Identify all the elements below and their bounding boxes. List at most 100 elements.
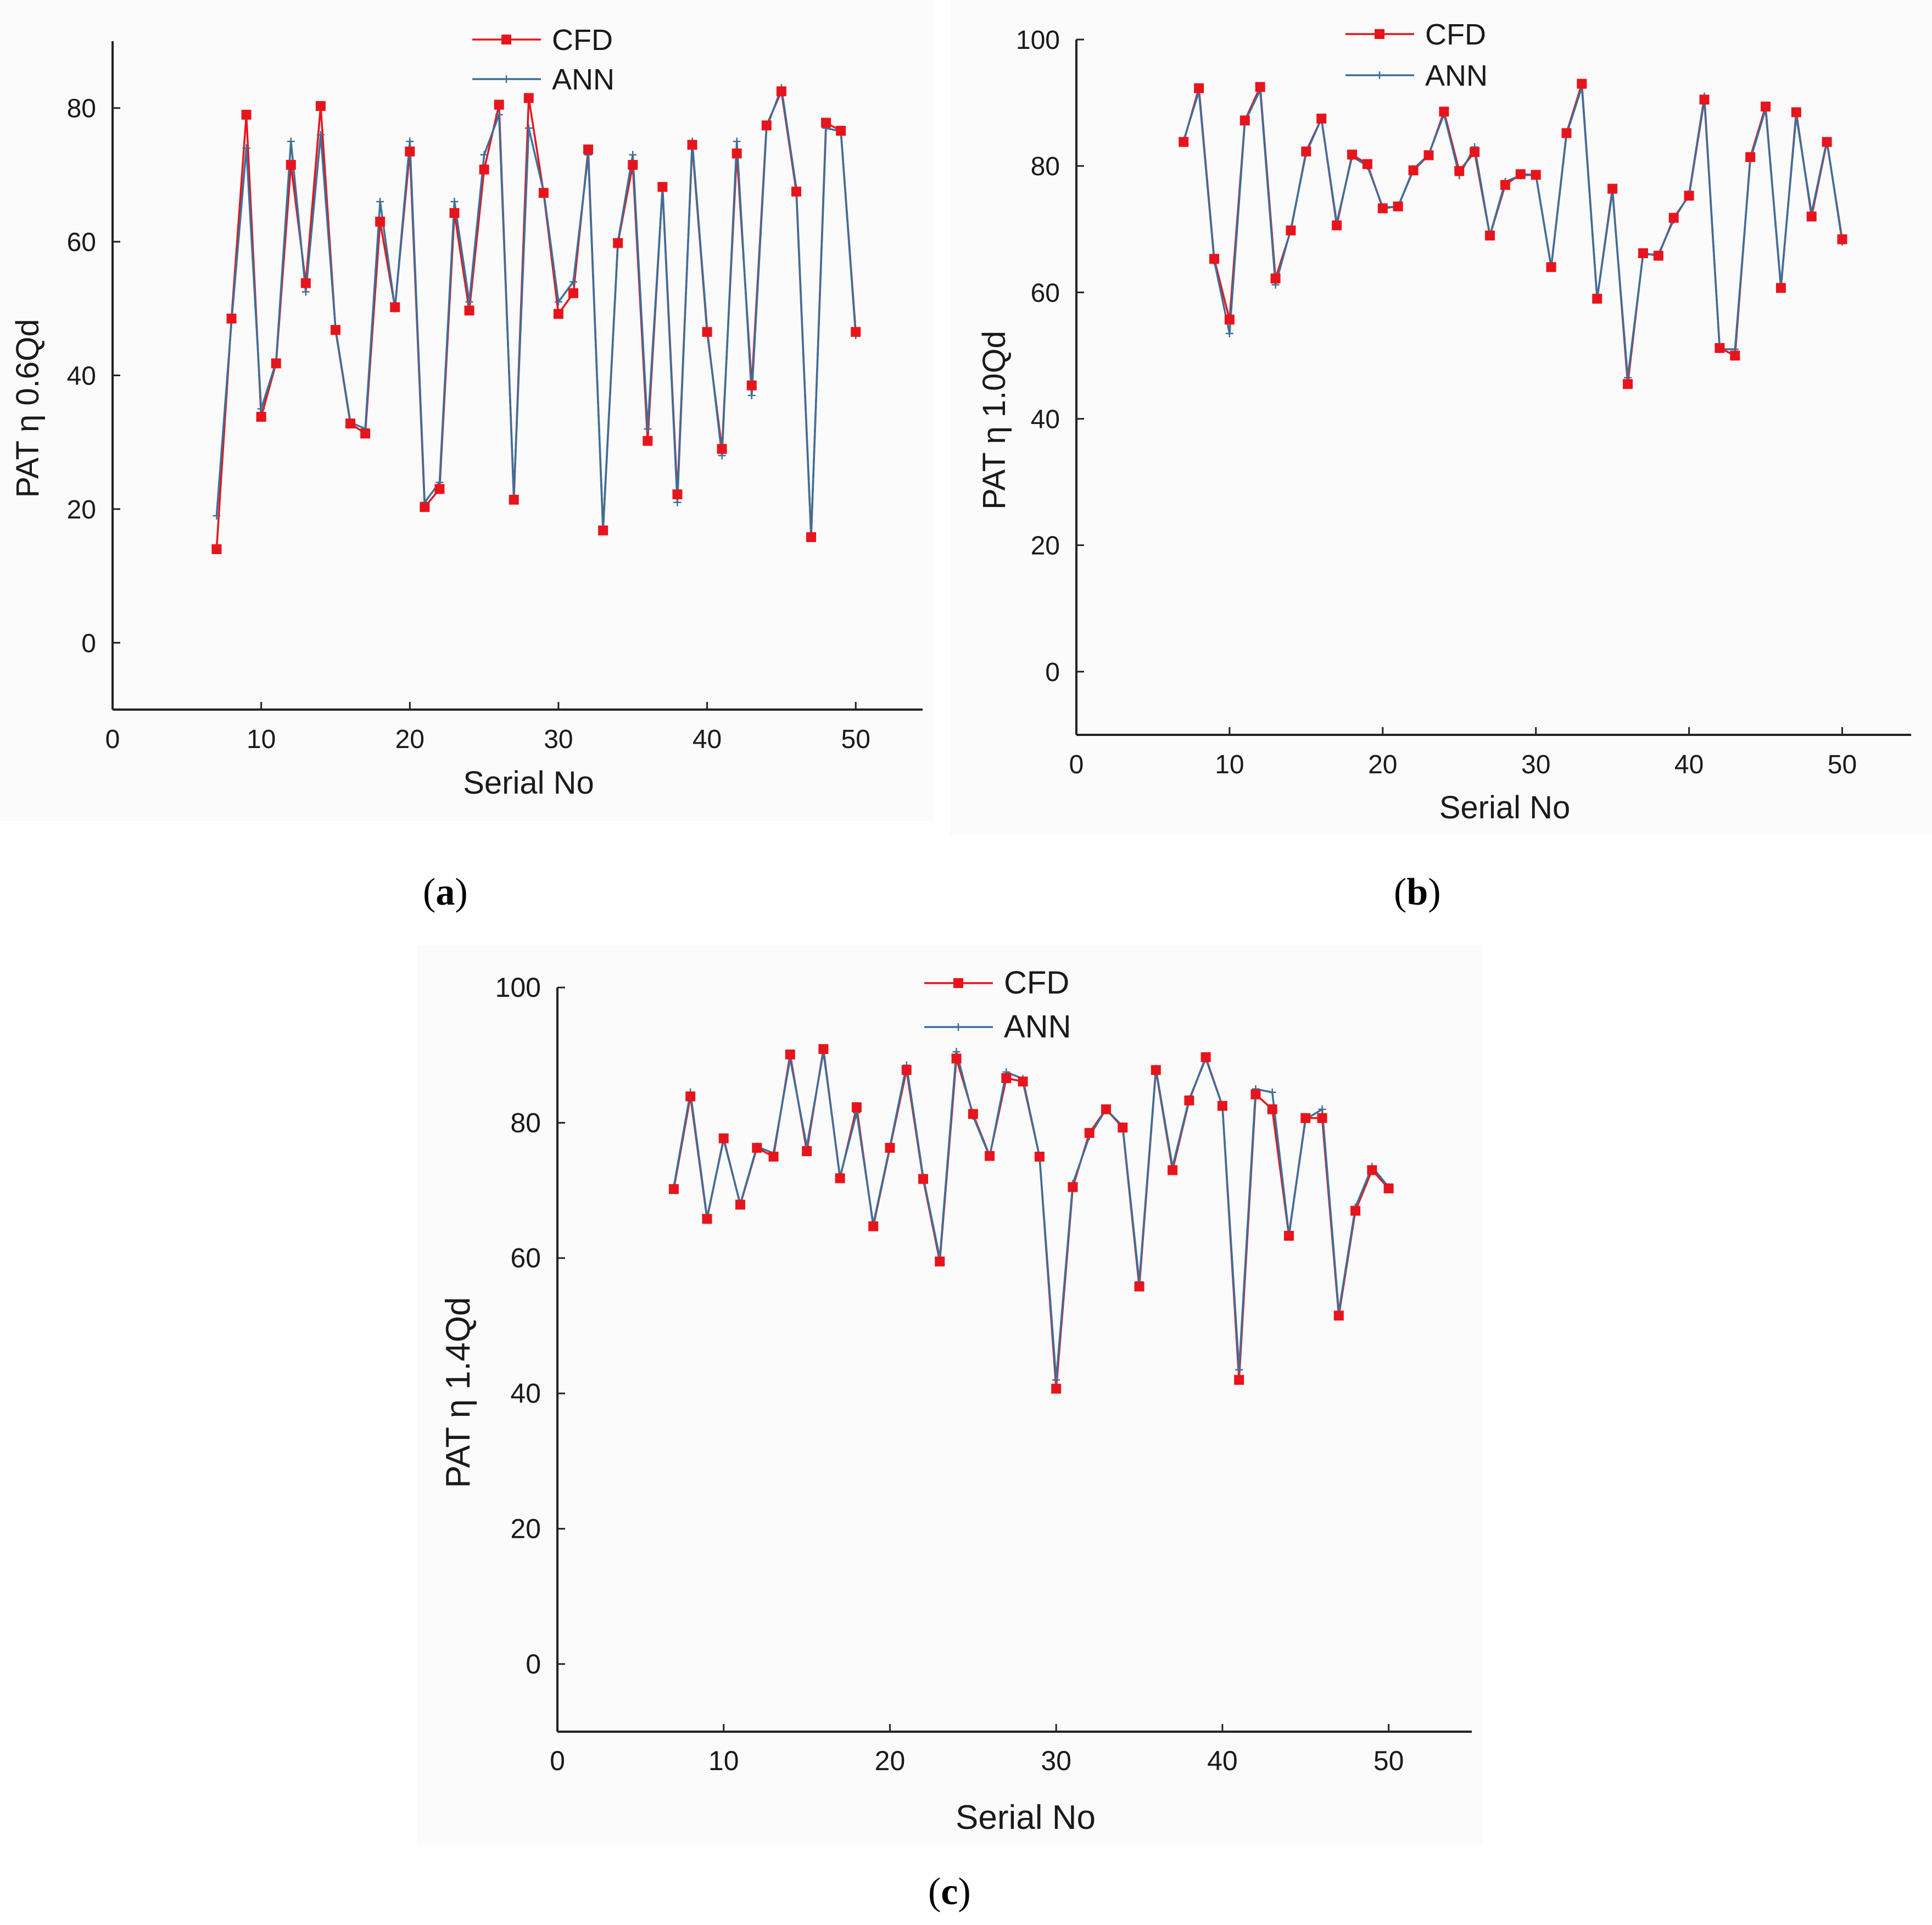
chart-a-cfd-point	[568, 288, 578, 298]
chart-c-y-tick-label: 60	[510, 1243, 541, 1274]
chart-c-cfd-point	[868, 1221, 879, 1231]
chart-a-cfd-point	[657, 182, 668, 192]
chart-c-cfd-point	[752, 1142, 762, 1153]
chart-c-cfd-point	[1001, 1073, 1012, 1084]
chart-c-cfd-point	[1051, 1383, 1062, 1394]
chart-c-ann-point	[1268, 1088, 1276, 1096]
chart-b-cfd-point	[1684, 191, 1694, 201]
chart-c-x-tick-label: 30	[1041, 1745, 1071, 1776]
chart-a-legend-cfd-marker	[501, 35, 511, 44]
chart-b-cfd-point	[1715, 343, 1725, 353]
chart-c-y-tick-label: 20	[510, 1513, 541, 1544]
chart-b-cfd-point	[1194, 83, 1204, 93]
chart-b-y-tick-label: 20	[1031, 532, 1060, 561]
chart-b-cfd-point	[1653, 250, 1663, 261]
chart-a-ann-point	[629, 150, 637, 159]
chart-a-ann-point	[673, 498, 682, 506]
chart-a-cfd-point	[345, 419, 356, 429]
chart-b-cfd-point	[1224, 314, 1235, 325]
chart-c-cfd-point	[1184, 1095, 1194, 1106]
chart-c-cfd-point	[702, 1214, 712, 1224]
chart-a-ann-point	[301, 288, 310, 296]
chart-c-legend-ann-label: ANN	[1004, 1009, 1071, 1045]
chart-c-cfd-point	[718, 1133, 729, 1143]
chart-b-y-tick-label: 0	[1045, 658, 1060, 687]
chart-a-legend-ann-label: ANN	[552, 63, 615, 96]
chart-a-cfd-point	[420, 502, 430, 512]
chart-c-cfd-point	[1068, 1182, 1078, 1192]
chart-b-legend-ann-marker	[1376, 71, 1383, 79]
chart-a-ann-point	[450, 198, 459, 206]
chart-a-cfd-point	[390, 302, 400, 313]
chart-c-cfd-point	[918, 1174, 928, 1184]
chart-c-cfd-point	[1350, 1206, 1361, 1216]
chart-c-cfd-point	[1333, 1310, 1344, 1321]
chart-b-cfd-point	[1485, 230, 1495, 241]
chart-b-cfd-point	[1561, 128, 1572, 138]
chart-a-cfd-point	[360, 428, 371, 439]
chart-c-cfd-point	[1200, 1052, 1211, 1062]
chart-a-cfd-point	[479, 164, 489, 175]
chart-c-y-tick-label: 40	[510, 1378, 541, 1409]
chart-a-ann-point	[524, 124, 533, 132]
chart-a-cfd-point	[746, 380, 757, 390]
chart-c-cfd-point	[1317, 1113, 1327, 1123]
chart-a-cfd-point	[672, 489, 683, 500]
chart-a-cfd-point	[553, 309, 563, 319]
chart-c-cfd-point	[802, 1146, 812, 1157]
chart-a-ann-point	[495, 110, 503, 119]
chart-c-cfd-point	[885, 1142, 895, 1153]
chart-c-cfd-point	[668, 1184, 679, 1195]
chart-b-cfd-point	[1638, 248, 1648, 259]
chart-c-cfd-point	[1018, 1076, 1028, 1087]
chart-b-x-tick-label: 20	[1368, 750, 1397, 779]
chart-a-y-tick-label: 60	[67, 228, 96, 257]
chart-b-cfd-point	[1454, 166, 1465, 176]
chart-a-cfd-point	[330, 325, 340, 335]
chart-c-cfd-point	[1168, 1165, 1178, 1175]
chart-c-cfd-point	[818, 1044, 829, 1054]
chart-c-y-tick-label: 80	[510, 1107, 541, 1138]
chart-a-x-tick-label: 50	[841, 725, 870, 754]
chart-a-ann-point	[242, 144, 250, 152]
chart-b-cfd-point	[1316, 113, 1327, 124]
chart-b-cfd-point	[1286, 225, 1296, 236]
chart-a-cfd-point	[583, 144, 594, 155]
chart-a-cfd-point	[523, 93, 534, 103]
chart-c-y-tick-label: 0	[526, 1649, 541, 1680]
chart-a-cfd-point	[509, 494, 519, 505]
chart-c-cfd-point	[851, 1102, 862, 1113]
chart-b-cfd-point	[1546, 262, 1556, 272]
chart-c-ann-point	[1235, 1365, 1243, 1374]
caption-a: (a)	[423, 871, 468, 913]
chart-b-cfd-point	[1775, 283, 1786, 293]
chart-c-legend-cfd-marker	[953, 978, 963, 988]
chart-b-cfd-point	[1362, 159, 1372, 169]
chart-c-cfd-point	[1101, 1104, 1111, 1114]
chart-a-legend-ann-marker	[502, 75, 510, 83]
chart-c-x-tick-label: 0	[550, 1745, 565, 1776]
caption-c: (c)	[928, 1871, 971, 1913]
chart-b-cfd-point	[1745, 152, 1756, 163]
chart-c-cfd-point	[785, 1049, 795, 1059]
chart-b-cfd-point	[1377, 203, 1388, 214]
chart-c-cfd-point	[1134, 1281, 1144, 1292]
chart-c-cfd-point	[951, 1053, 962, 1064]
chart-panel-c: 0 10 20 30 40 50 0 20 40 60 80 100 Serial No PAT η 1.…	[417, 945, 1483, 1845]
chart-a-cfd-point	[702, 327, 712, 337]
chart-a-cfd-point	[464, 305, 474, 316]
chart-b-cfd-point	[1332, 220, 1342, 231]
chart-b-cfd-point	[1209, 254, 1220, 264]
chart-b-cfd-point	[1531, 170, 1541, 180]
chart-a-cfd-point	[405, 146, 415, 157]
chart-c-ann-point	[1052, 1376, 1060, 1384]
chart-b-cfd-point	[1761, 101, 1771, 111]
chart-a-ann-point	[316, 131, 325, 139]
chart-a-x-tick-label: 20	[395, 725, 425, 754]
chart-a-cfd-point	[315, 101, 326, 111]
chart-c-cfd-point	[935, 1256, 945, 1266]
chart-b-x-tick-label: 0	[1069, 750, 1084, 779]
chart-c-cfd-point	[835, 1173, 845, 1184]
chart-a-ann-point	[406, 137, 414, 146]
chart-a-cfd-point	[687, 140, 697, 150]
